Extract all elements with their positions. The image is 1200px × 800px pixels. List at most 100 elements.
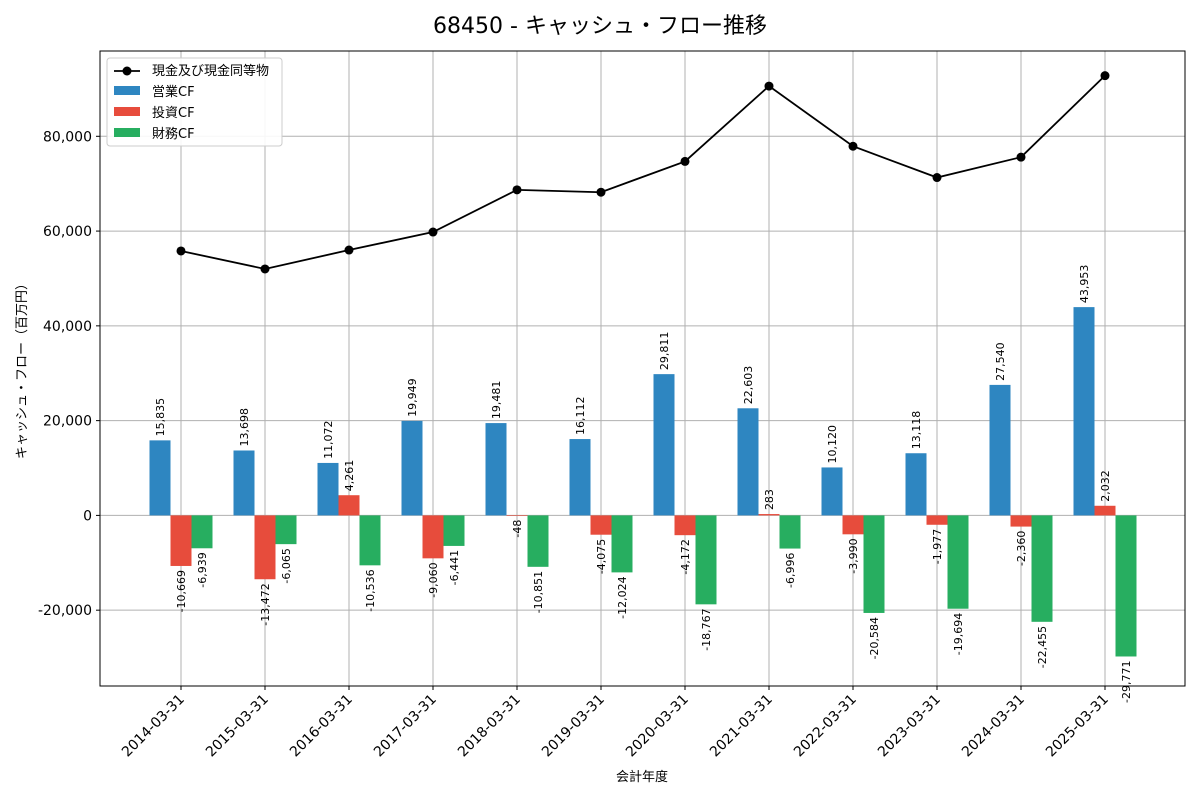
x-tick-label: 2014-03-31 <box>119 692 188 761</box>
legend-entry-cash: 現金及び現金同等物 <box>152 63 269 79</box>
data-label-operating-cf: 10,120 <box>826 425 839 464</box>
bar-financing-cf <box>443 515 465 546</box>
data-label-investing-cf: -13,472 <box>259 583 272 625</box>
line-layer <box>176 71 1110 274</box>
bar-financing-cf <box>191 515 213 549</box>
y-tick-label: -20,000 <box>38 603 92 619</box>
bar-operating-cf <box>1073 307 1095 516</box>
data-label-investing-cf: 4,261 <box>343 460 356 492</box>
plot-frame <box>99 50 1186 687</box>
y-axis: -20,000 0 20,000 40,000 60,000 80,000 <box>38 129 100 619</box>
x-tick-label: 2018-03-31 <box>455 692 524 761</box>
y-tick-label: 40,000 <box>43 319 92 335</box>
data-label-investing-cf: -9,060 <box>427 562 440 597</box>
legend-swatch-financing <box>114 128 140 137</box>
bar-investing-cf <box>1094 505 1116 516</box>
bar-financing-cf <box>695 515 717 605</box>
cash-equivalents-line <box>180 74 1106 270</box>
y-tick-label: 0 <box>83 508 92 524</box>
x-tick-label: 2022-03-31 <box>791 692 860 761</box>
bar-operating-cf <box>317 462 339 516</box>
bar-investing-cf <box>926 515 948 525</box>
data-labels-layer: 15,835 13,698 11,072 19,949 19,481 16,112 29,8… <box>154 265 1133 703</box>
data-label-financing-cf: -22,455 <box>1036 626 1049 668</box>
bar-investing-cf <box>674 515 696 536</box>
data-label-operating-cf: 15,835 <box>154 398 167 437</box>
cash-equivalents-point <box>1016 152 1026 162</box>
legend-line-dot <box>122 66 132 76</box>
data-label-financing-cf: -12,024 <box>616 576 629 618</box>
data-label-investing-cf: -48 <box>511 520 524 538</box>
bar-financing-cf <box>947 515 969 609</box>
cash-equivalents-point <box>680 156 690 166</box>
bar-operating-cf <box>989 384 1011 516</box>
cash-equivalents-point <box>1100 71 1110 81</box>
data-label-financing-cf: -6,065 <box>280 548 293 583</box>
bar-financing-cf <box>275 515 297 545</box>
data-label-operating-cf: 13,698 <box>238 408 251 447</box>
data-label-financing-cf: -10,536 <box>364 569 377 611</box>
bar-investing-cf <box>842 515 864 535</box>
data-label-investing-cf: -4,172 <box>679 539 692 574</box>
bars-layer <box>149 307 1137 657</box>
x-tick-label: 2020-03-31 <box>623 692 692 761</box>
bar-investing-cf <box>338 495 360 516</box>
data-label-financing-cf: -18,767 <box>700 608 713 650</box>
data-label-operating-cf: 27,540 <box>994 342 1007 381</box>
data-label-financing-cf: -20,584 <box>868 617 881 659</box>
data-label-investing-cf: -2,360 <box>1015 531 1028 566</box>
bar-investing-cf <box>758 514 780 516</box>
y-axis-label: キャッシュ・フロー（百万円） <box>15 277 30 459</box>
cash-equivalents-point <box>512 185 522 195</box>
data-label-financing-cf: -19,694 <box>952 613 965 655</box>
data-label-investing-cf: 2,032 <box>1099 470 1112 502</box>
cash-equivalents-point <box>260 264 270 274</box>
data-label-operating-cf: 29,811 <box>658 332 671 371</box>
bar-financing-cf <box>1115 515 1137 657</box>
y-tick-label: 80,000 <box>43 129 92 145</box>
y-tick-label: 20,000 <box>43 414 92 430</box>
x-tick-label: 2017-03-31 <box>371 692 440 761</box>
bar-financing-cf <box>527 515 549 567</box>
data-label-operating-cf: 19,949 <box>406 378 419 417</box>
cash-equivalents-point <box>764 81 774 91</box>
bar-operating-cf <box>485 423 507 516</box>
chart-title: 68450 - キャッシュ・フロー推移 <box>433 14 767 39</box>
bar-operating-cf <box>233 450 255 516</box>
data-label-operating-cf: 43,953 <box>1078 265 1091 304</box>
bar-operating-cf <box>821 467 843 516</box>
cash-equivalents-point <box>344 245 354 255</box>
bar-financing-cf <box>1031 515 1053 622</box>
data-label-investing-cf: -1,977 <box>931 529 944 564</box>
cash-equivalents-point <box>848 141 858 151</box>
data-label-operating-cf: 19,481 <box>490 381 503 420</box>
bar-operating-cf <box>905 453 927 516</box>
bar-financing-cf <box>863 515 885 613</box>
x-tick-label: 2016-03-31 <box>287 692 356 761</box>
cash-equivalents-point <box>932 173 942 183</box>
x-axis-label: 会計年度 <box>616 769 668 785</box>
bar-investing-cf <box>422 515 444 559</box>
cash-equivalents-point <box>596 187 606 197</box>
legend-swatch-investing <box>114 107 140 116</box>
bar-operating-cf <box>401 420 423 516</box>
bar-operating-cf <box>149 440 171 516</box>
data-label-operating-cf: 22,603 <box>742 366 755 405</box>
bar-financing-cf <box>779 515 801 549</box>
data-label-financing-cf: -6,996 <box>784 553 797 588</box>
x-tick-label: 2023-03-31 <box>875 692 944 761</box>
x-tick-label: 2019-03-31 <box>539 692 608 761</box>
data-label-operating-cf: 11,072 <box>322 420 335 459</box>
data-label-operating-cf: 13,118 <box>910 411 923 450</box>
legend-frame <box>106 57 283 147</box>
bar-operating-cf <box>569 439 591 516</box>
y-tick-label: 60,000 <box>43 224 92 240</box>
x-tick-label: 2025-03-31 <box>1043 692 1112 761</box>
cash-equivalents-point <box>428 227 438 237</box>
x-axis: 2014-03-31 2015-03-31 2016-03-31 2017-03-31… <box>119 686 1112 760</box>
legend-entry-financing: 財務CF <box>152 127 195 142</box>
data-label-investing-cf: -3,990 <box>847 538 860 573</box>
data-label-financing-cf: -29,771 <box>1120 660 1133 702</box>
data-label-investing-cf: -10,669 <box>175 570 188 612</box>
